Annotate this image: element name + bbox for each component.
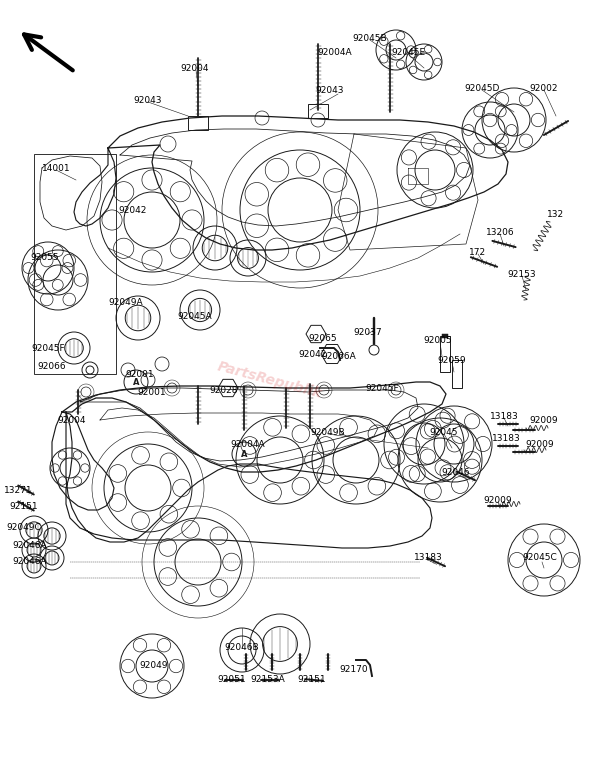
Text: 13183: 13183 — [413, 553, 442, 562]
Text: 92045F: 92045F — [31, 344, 65, 352]
Text: 92049A: 92049A — [109, 297, 143, 307]
Text: 92045E: 92045E — [391, 47, 425, 57]
Text: 92046B: 92046B — [224, 643, 259, 653]
Text: 92046A: 92046A — [13, 541, 47, 551]
Bar — [440, 336, 450, 372]
Text: 92059: 92059 — [437, 356, 466, 365]
Text: 92045B: 92045B — [353, 33, 388, 43]
Text: 92001: 92001 — [137, 387, 166, 397]
Text: 14001: 14001 — [41, 163, 70, 173]
Text: 92051: 92051 — [218, 675, 247, 685]
Text: PartsRepublik: PartsRepublik — [216, 359, 324, 401]
Text: 92049: 92049 — [140, 661, 168, 671]
Bar — [442, 334, 448, 338]
Bar — [34, 154, 116, 374]
Text: A: A — [241, 450, 247, 458]
Bar — [308, 104, 328, 118]
Text: 92045: 92045 — [430, 427, 458, 436]
Text: 92151: 92151 — [298, 675, 326, 685]
Text: 13183: 13183 — [491, 433, 520, 443]
Text: 92153: 92153 — [508, 269, 536, 279]
Text: 92009: 92009 — [526, 440, 554, 448]
Text: 92004: 92004 — [58, 415, 86, 425]
Text: 92045C: 92045C — [523, 553, 557, 562]
Text: 92049C: 92049C — [7, 524, 41, 532]
Text: 92065: 92065 — [308, 334, 337, 342]
Text: 92066: 92066 — [38, 362, 67, 370]
Bar — [188, 116, 208, 130]
Text: 92002: 92002 — [530, 83, 558, 93]
Text: 92043: 92043 — [316, 86, 344, 94]
Text: 92170: 92170 — [340, 665, 368, 675]
Text: 92046A: 92046A — [13, 558, 47, 566]
Text: 92046: 92046 — [442, 468, 470, 476]
Text: 92043: 92043 — [134, 96, 162, 104]
Text: 13206: 13206 — [485, 227, 514, 237]
Text: 92153A: 92153A — [251, 675, 286, 685]
Text: 92009: 92009 — [530, 415, 559, 425]
Text: 92004A: 92004A — [230, 440, 265, 448]
Text: 13183: 13183 — [490, 412, 518, 420]
Text: 92045A: 92045A — [178, 311, 212, 321]
Bar — [452, 360, 462, 388]
Text: 92045D: 92045D — [464, 83, 500, 93]
Text: 172: 172 — [469, 247, 487, 257]
Text: 92028: 92028 — [210, 386, 238, 394]
Text: 92042: 92042 — [299, 349, 327, 359]
Text: 92151: 92151 — [10, 502, 38, 510]
Text: 92004: 92004 — [181, 64, 209, 72]
Text: 92037: 92037 — [353, 328, 382, 337]
Text: 92009: 92009 — [484, 496, 512, 504]
Text: 13271: 13271 — [4, 485, 32, 495]
Text: 92005: 92005 — [424, 335, 452, 345]
Text: 92001: 92001 — [125, 370, 154, 379]
Text: 92042: 92042 — [119, 205, 147, 215]
Text: 92049B: 92049B — [311, 427, 346, 436]
Text: 132: 132 — [547, 209, 565, 219]
Text: 92066A: 92066A — [322, 352, 356, 360]
Text: 92004A: 92004A — [317, 47, 352, 57]
Text: 92055: 92055 — [31, 254, 59, 262]
Text: A: A — [133, 377, 139, 387]
Text: 92045F: 92045F — [365, 384, 399, 392]
